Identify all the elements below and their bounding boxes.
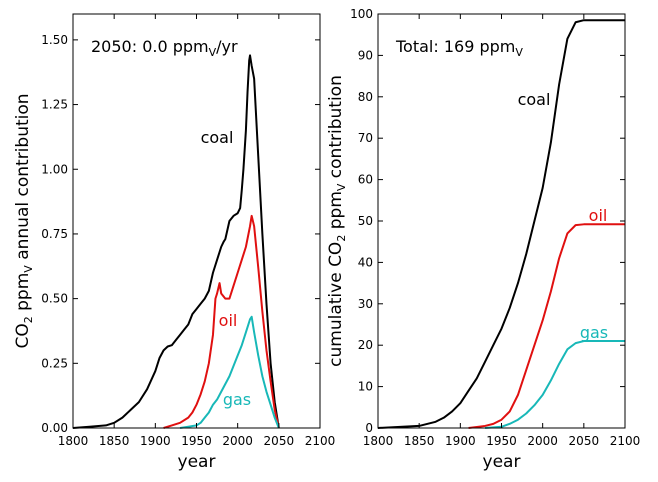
y-tick-label: 0.25	[41, 356, 68, 370]
x-tick-label: 2100	[610, 434, 641, 448]
y-tick-label: 50	[358, 214, 373, 228]
x-tick-label: 2050	[569, 434, 600, 448]
x-tick-label: 1900	[140, 434, 171, 448]
y-tick-label: 60	[358, 173, 373, 187]
y-tick-label: 70	[358, 131, 373, 145]
x-tick-label: 1900	[445, 434, 476, 448]
x-tick-label: 2000	[222, 434, 253, 448]
y-tick-label: 100	[350, 7, 373, 21]
y-tick-label: 10	[358, 380, 373, 394]
y-axis-label: CO2 ppmV annual contribution	[13, 93, 35, 348]
x-tick-label: 1950	[181, 434, 212, 448]
x-tick-label: 1850	[404, 434, 435, 448]
series-label-coal: coal	[518, 90, 551, 109]
x-tick-label: 1850	[99, 434, 130, 448]
y-tick-label: 0.00	[41, 421, 68, 435]
y-tick-label: 80	[358, 90, 373, 104]
y-tick-label: 1.00	[41, 162, 68, 176]
y-tick-label: 0.50	[41, 292, 68, 306]
y-tick-label: 1.25	[41, 98, 68, 112]
plot-frame	[72, 13, 321, 429]
y-tick-label: 90	[358, 48, 373, 62]
series-label-coal: coal	[201, 128, 234, 147]
series-line-coal	[72, 54, 280, 429]
y-tick-label: 0.75	[41, 227, 68, 241]
series-label-oil: oil	[219, 311, 238, 330]
x-tick-label: 1950	[486, 434, 517, 448]
series-line-coal	[377, 19, 625, 429]
series-label-gas: gas	[580, 323, 608, 342]
y-tick-label: 0	[365, 421, 373, 435]
series-line-gas	[484, 340, 625, 429]
series-label-oil: oil	[589, 206, 608, 225]
x-tick-label: 2000	[527, 434, 558, 448]
x-axis-label: year	[178, 452, 216, 472]
series-line-gas	[179, 315, 280, 429]
y-axis-label: cumulative CO2 ppmV contribution	[326, 75, 348, 367]
x-axis-label: year	[483, 452, 521, 472]
x-tick-label: 2100	[305, 434, 336, 448]
x-tick-label: 1800	[363, 434, 394, 448]
annual-contribution-chart: coal oil gas 1800 1850 1900 1950 2000 2050 2100 0.…	[13, 13, 336, 472]
x-tick-label: 1800	[58, 434, 89, 448]
y-tick-label: 30	[358, 297, 373, 311]
y-tick-label: 1.50	[41, 33, 68, 47]
series-line-oil	[468, 223, 625, 429]
chart-annotation: 2050: 0.0 ppmV/yr	[91, 37, 238, 59]
chart-annotation: Total: 169 ppmV	[395, 37, 523, 59]
x-tick-label: 2050	[264, 434, 295, 448]
y-tick-label: 40	[358, 255, 373, 269]
y-tick-label: 20	[358, 338, 373, 352]
series-line-oil	[163, 214, 280, 429]
series-label-gas: gas	[223, 390, 251, 409]
